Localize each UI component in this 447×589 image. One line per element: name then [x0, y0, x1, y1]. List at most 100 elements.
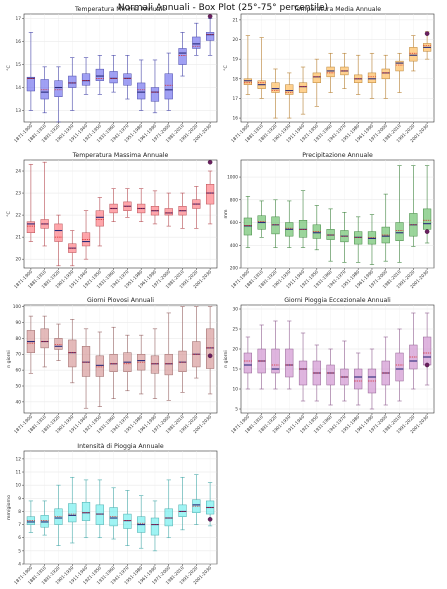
box-iqr — [354, 231, 363, 245]
y-axis-label: mm — [224, 209, 229, 218]
box-1881-1910 — [257, 37, 266, 99]
box-1871-1900 — [26, 32, 36, 111]
y-tick-label: 5 — [18, 548, 21, 554]
box-1941-1970 — [123, 55, 132, 100]
panel-title: Giorni Pioggia Eccezionale Annuali — [284, 297, 391, 304]
outlier-point — [207, 353, 213, 359]
box-iqr — [243, 217, 253, 236]
box-1891-1920 — [54, 323, 63, 361]
box-1911-1940 — [81, 57, 91, 95]
figure-suptitle: Normali Annuali - Box Plot (25°-75° perc… — [118, 3, 328, 13]
box-iqr — [95, 68, 104, 81]
box-1971-2000 — [164, 479, 173, 539]
box-1991-2020 — [192, 22, 201, 56]
box-iqr — [243, 78, 253, 85]
y-axis-label: °C — [6, 65, 12, 71]
box-1931-1960 — [326, 52, 335, 93]
box-iqr — [243, 352, 253, 374]
box-iqr — [326, 66, 335, 78]
box-1921-1950 — [95, 55, 104, 95]
y-tick-label: 12 — [16, 456, 22, 462]
panel-title: Temperatura Media Annuale — [293, 6, 381, 13]
box-iqr — [26, 221, 36, 233]
box-1941-1970 — [340, 211, 349, 263]
box-1901-1930 — [68, 318, 77, 384]
box-1901-1930 — [285, 200, 294, 248]
outlier-point — [207, 159, 213, 165]
plot-area — [23, 304, 218, 414]
y-tick-label: 21 — [233, 17, 239, 23]
box-iqr — [422, 208, 432, 230]
y-tick-label: 16 — [233, 116, 239, 122]
box-1881-1910 — [40, 161, 49, 247]
y-axis-label: °C — [6, 211, 12, 217]
box-1981-2010 — [178, 306, 187, 393]
box-iqr — [271, 216, 280, 235]
box-iqr — [164, 208, 173, 216]
box-iqr — [109, 71, 118, 84]
box-1981-2010 — [395, 328, 404, 402]
box-1981-2010 — [395, 52, 404, 93]
box-1891-1920 — [271, 199, 280, 248]
box-iqr — [40, 328, 49, 349]
outlier-point — [424, 31, 430, 36]
y-tick-label: 90 — [16, 320, 22, 326]
box-1941-1970 — [123, 334, 132, 392]
y-tick-label: 20 — [16, 257, 22, 263]
box-1931-1960 — [109, 55, 118, 93]
box-1921-1950 — [312, 205, 321, 251]
box-1961-1990 — [150, 190, 160, 225]
box-1991-2020 — [192, 474, 201, 525]
box-iqr — [164, 353, 173, 376]
box-1921-1950 — [312, 58, 321, 107]
outlier-point — [424, 229, 430, 234]
y-tick-label: 15 — [233, 367, 239, 373]
panel-7: 4 5 6 7 8 9 10 11 12 Intensità di Pioggia Annuale… — [6, 442, 218, 586]
box-1911-1940 — [298, 332, 308, 402]
panel-title: Temperatura Minima Annuale — [74, 6, 166, 13]
box-iqr — [395, 352, 404, 382]
y-tick-label: 40 — [16, 399, 22, 405]
panel-title: Precipitazione Annuale — [302, 152, 373, 159]
y-tick-label: 20 — [233, 347, 239, 353]
box-1931-1960 — [109, 188, 118, 223]
panel-title: Temperatura Massima Annuale — [72, 152, 169, 159]
box-2001-2030 — [205, 482, 215, 527]
box-1951-1980 — [137, 495, 146, 549]
y-tick-label: 200 — [230, 266, 238, 272]
box-1961-1990 — [150, 328, 160, 400]
y-tick-label: 8 — [18, 509, 21, 515]
box-iqr — [285, 348, 294, 378]
box-1931-1960 — [326, 208, 335, 262]
box-1871-1900 — [26, 315, 36, 374]
plot-area — [240, 304, 435, 414]
y-tick-label: 10 — [16, 483, 22, 489]
box-1931-1960 — [109, 487, 118, 540]
box-1981-2010 — [178, 32, 187, 77]
box-iqr — [205, 328, 215, 369]
y-tick-label: 20 — [233, 37, 239, 43]
y-tick-label: 1000 — [227, 175, 238, 181]
box-1901-1930 — [68, 57, 77, 111]
y-tick-label: 25 — [233, 327, 239, 333]
box-1871-1900 — [243, 196, 253, 248]
box-1891-1920 — [271, 320, 280, 390]
box-iqr — [285, 84, 294, 95]
y-tick-label: 50 — [16, 384, 22, 390]
box-iqr — [40, 79, 49, 100]
box-1961-1990 — [367, 214, 377, 265]
box-1911-1940 — [298, 66, 308, 115]
box-iqr — [150, 517, 160, 536]
box-iqr — [178, 48, 187, 65]
box-iqr — [367, 231, 377, 245]
box-1931-1960 — [109, 326, 118, 400]
box-iqr — [54, 223, 63, 242]
box-1941-1970 — [340, 340, 349, 402]
box-iqr — [409, 47, 418, 62]
box-1921-1950 — [95, 197, 104, 247]
box-1931-1960 — [326, 348, 335, 406]
box-1951-1980 — [137, 334, 146, 395]
y-tick-label: 60 — [16, 368, 22, 374]
box-iqr — [298, 82, 308, 93]
